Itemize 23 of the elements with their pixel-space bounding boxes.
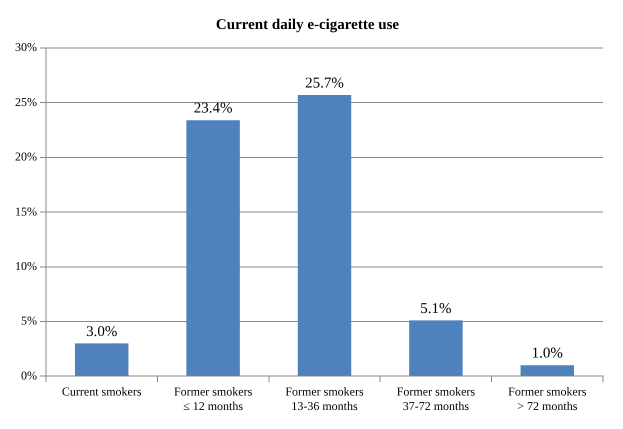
- chart-title: Current daily e-cigarette use: [216, 16, 400, 33]
- bar: [298, 95, 352, 376]
- data-label: 25.7%: [305, 75, 344, 92]
- bar: [520, 365, 574, 376]
- x-tick-label: Current smokers: [62, 384, 142, 399]
- data-label: 3.0%: [86, 324, 118, 340]
- y-tick-label: 0%: [20, 368, 37, 382]
- data-label: 5.1%: [420, 300, 452, 317]
- y-tick-label: 10%: [14, 258, 37, 273]
- y-tick-label: 25%: [14, 94, 37, 109]
- y-tick-label: 30%: [14, 40, 37, 54]
- y-tick-label: 5%: [20, 314, 37, 328]
- bar: [409, 320, 463, 376]
- x-tick-label: Former smokers 13-36 months: [285, 384, 364, 413]
- y-tick-label: 15%: [14, 204, 37, 218]
- data-label: 23.4%: [194, 100, 232, 117]
- data-label: 1.0%: [532, 346, 563, 362]
- bar: [186, 120, 240, 376]
- y-tick-label: 20%: [14, 150, 37, 164]
- x-tick-label: Former smokers 37-72 months: [396, 384, 476, 413]
- x-tick-label: Former smokers > 72 months: [508, 384, 587, 413]
- x-tick-label: Former smokers ≤ 12 months: [174, 384, 253, 413]
- bar: [74, 343, 128, 376]
